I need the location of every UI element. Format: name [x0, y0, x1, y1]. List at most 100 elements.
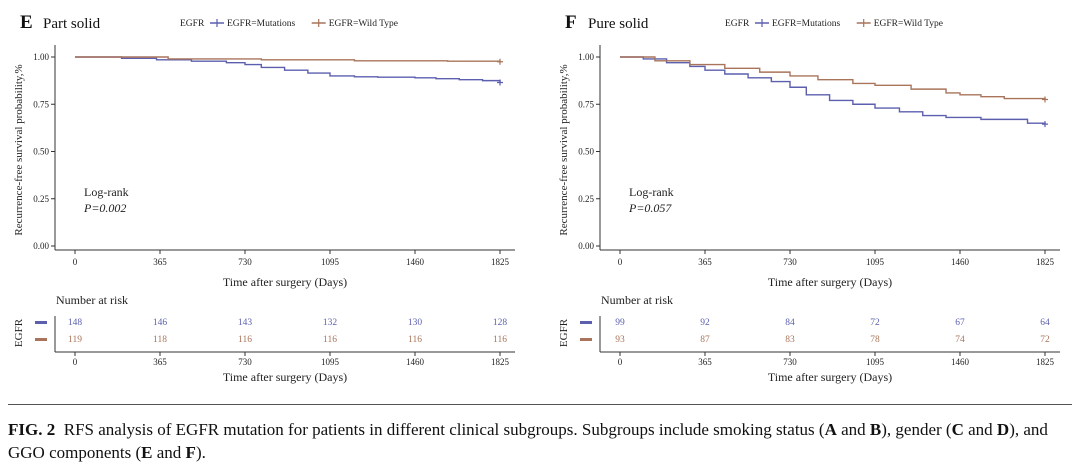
risk-count: 67: [955, 318, 965, 328]
risk-table-strata-label: EGFR: [13, 318, 25, 347]
p-value-label: P=0.002: [83, 201, 126, 215]
risk-count: 99: [615, 318, 625, 328]
risk-x-tick-label: 1095: [866, 357, 885, 367]
risk-count: 143: [238, 318, 253, 328]
panel-letter: F: [565, 12, 577, 33]
km-curve: [75, 56, 501, 62]
caption-part: and: [836, 420, 870, 439]
legend-title: EGFR: [180, 19, 205, 29]
y-tick-label: 1.00: [578, 52, 594, 62]
x-tick-label: 0: [618, 257, 623, 267]
risk-table-strata-label: EGFR: [558, 318, 570, 347]
risk-row-swatch: [35, 321, 47, 324]
risk-count: 146: [153, 318, 168, 328]
risk-x-tick-label: 1825: [491, 357, 510, 367]
risk-x-tick-label: 365: [698, 357, 712, 367]
caption-part: D: [996, 420, 1010, 439]
risk-x-axis-label: Time after surgery (Days): [768, 370, 892, 384]
risk-count: 116: [323, 335, 337, 345]
censor-mark: [1042, 96, 1048, 103]
p-value-label: P=0.057: [628, 201, 672, 215]
risk-x-axis-label: Time after surgery (Days): [223, 370, 347, 384]
y-tick-label: 0.50: [33, 147, 49, 157]
risk-count: 78: [870, 335, 880, 345]
risk-x-tick-label: 1460: [406, 357, 425, 367]
legend-entry: EGFR=Mutations: [772, 19, 840, 29]
risk-count: 93: [615, 335, 625, 345]
y-tick-label: 1.00: [33, 52, 49, 62]
km-panel-f: F Pure solid EGFR EGFR=Mutations EGFR=Wild T…: [558, 12, 1060, 384]
caption-part: ), gender (: [881, 420, 952, 439]
risk-count: 148: [68, 318, 83, 328]
km-curve: [620, 56, 1046, 125]
risk-count: 64: [1040, 318, 1050, 328]
x-tick-label: 0: [73, 257, 78, 267]
y-tick-label: 0.00: [33, 241, 49, 251]
x-tick-label: 1095: [321, 257, 340, 267]
caption-fig-label: FIG. 2: [8, 420, 56, 439]
risk-x-tick-label: 730: [783, 357, 797, 367]
censor-mark: [1042, 121, 1048, 128]
risk-count: 116: [238, 335, 252, 345]
figure-caption: FIG. 2 RFS analysis of EGFR mutation for…: [8, 418, 1074, 464]
y-tick-label: 0.25: [33, 194, 49, 204]
logrank-label: Log-rank: [84, 185, 129, 199]
risk-count: 132: [323, 318, 338, 328]
x-axis-label: Time after surgery (Days): [223, 275, 347, 289]
logrank-label: Log-rank: [629, 185, 674, 199]
legend-entry: EGFR=Wild Type: [874, 19, 943, 29]
panel-letter: E: [20, 12, 33, 33]
x-tick-label: 1095: [866, 257, 885, 267]
risk-count: 116: [408, 335, 422, 345]
risk-count: 74: [955, 335, 965, 345]
y-tick-label: 0.50: [578, 147, 594, 157]
caption-part: and: [152, 443, 186, 462]
caption-rule: [8, 404, 1072, 405]
figure-canvas: E Part solid EGFR EGFR=Mutations EGFR=Wild T…: [13, 12, 1060, 384]
risk-count: 72: [1040, 335, 1050, 345]
caption-part: B: [869, 420, 882, 439]
x-tick-label: 1825: [491, 257, 510, 267]
risk-table-title: Number at risk: [56, 293, 128, 307]
x-tick-label: 730: [783, 257, 797, 267]
risk-count: 119: [68, 335, 82, 345]
x-axis-label: Time after surgery (Days): [768, 275, 892, 289]
caption-part: ), and GGO components (: [8, 420, 1048, 462]
caption-part: and: [963, 420, 997, 439]
risk-x-tick-label: 1095: [321, 357, 340, 367]
km-panel-e: E Part solid EGFR EGFR=Mutations EGFR=Wild T…: [13, 12, 515, 384]
risk-row-swatch: [580, 338, 592, 341]
risk-count: 92: [700, 318, 710, 328]
panel-title: Pure solid: [588, 16, 649, 32]
x-tick-label: 365: [153, 257, 167, 267]
caption-part: F: [185, 443, 196, 462]
risk-x-tick-label: 0: [618, 357, 623, 367]
caption-part: E: [141, 443, 153, 462]
risk-count: 116: [493, 335, 507, 345]
risk-x-tick-label: 730: [238, 357, 252, 367]
x-tick-label: 1825: [1036, 257, 1055, 267]
risk-count: 83: [785, 335, 795, 345]
legend-title: EGFR: [725, 19, 750, 29]
risk-x-tick-label: 1825: [1036, 357, 1055, 367]
km-curve: [75, 56, 501, 83]
x-tick-label: 365: [698, 257, 712, 267]
censor-mark: [497, 58, 503, 65]
y-axis-label: Recurrence-free survival probability,%: [558, 64, 570, 235]
y-tick-label: 0.25: [578, 194, 594, 204]
y-tick-label: 0.75: [33, 99, 49, 109]
x-tick-label: 1460: [951, 257, 970, 267]
caption-part: RFS analysis of EGFR mutation for patien…: [63, 420, 825, 439]
risk-x-tick-label: 1460: [951, 357, 970, 367]
panel-title: Part solid: [43, 16, 101, 32]
km-curve: [620, 56, 1046, 100]
x-tick-label: 1460: [406, 257, 425, 267]
y-axis-label: Recurrence-free survival probability,%: [13, 64, 25, 235]
legend-entry: EGFR=Wild Type: [329, 19, 398, 29]
risk-count: 84: [785, 318, 795, 328]
caption-part: A: [824, 420, 837, 439]
risk-row-swatch: [35, 338, 47, 341]
censor-mark: [497, 79, 503, 86]
legend-entry: EGFR=Mutations: [227, 19, 295, 29]
y-tick-label: 0.75: [578, 99, 594, 109]
